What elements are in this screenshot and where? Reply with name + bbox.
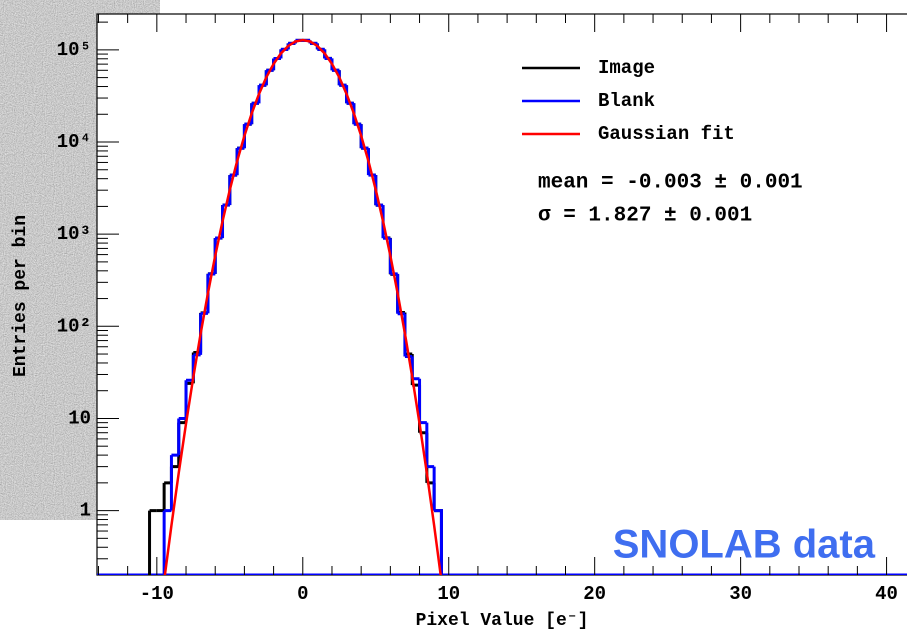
y-tick-label: 10 — [68, 407, 91, 429]
histogram-bin — [148, 509, 157, 575]
histogram-bin — [177, 416, 187, 456]
y-tick-label: 10⁴ — [57, 131, 91, 153]
fit-curve — [163, 38, 442, 575]
legend-label: Image — [598, 57, 655, 79]
plot-frame — [96, 13, 907, 576]
y-tick-label: 10³ — [57, 223, 91, 245]
y-tick-label: 1 — [80, 500, 91, 522]
histogram-bin — [425, 422, 435, 469]
x-tick-label: 0 — [297, 583, 308, 605]
legend-label: Gaussian fit — [598, 123, 735, 145]
x-tick-label: 20 — [583, 583, 606, 605]
plot-marks — [97, 38, 907, 575]
background-texture — [0, 0, 160, 520]
x-tick-label: -10 — [140, 583, 174, 605]
y-tick-label: 10² — [57, 315, 91, 337]
histogram-bin — [418, 378, 427, 425]
histogram-bin — [432, 466, 443, 575]
legend-label: Blank — [598, 90, 655, 112]
fit-mean: mean = -0.003 ± 0.001 — [538, 172, 803, 195]
x-tick-label: 10 — [437, 583, 460, 605]
data-source-note: SNOLAB data — [613, 523, 876, 567]
y-tick-label: 10⁵ — [57, 39, 91, 61]
fit-sigma: σ = 1.827 ± 0.001 — [538, 205, 752, 228]
x-axis-title: Pixel Value [e⁻] — [416, 611, 589, 631]
histogram-bin — [169, 453, 179, 511]
y-axis-title: Entries per bin — [11, 215, 31, 377]
x-tick-label: 40 — [875, 583, 898, 605]
x-tick-label: 30 — [729, 583, 752, 605]
